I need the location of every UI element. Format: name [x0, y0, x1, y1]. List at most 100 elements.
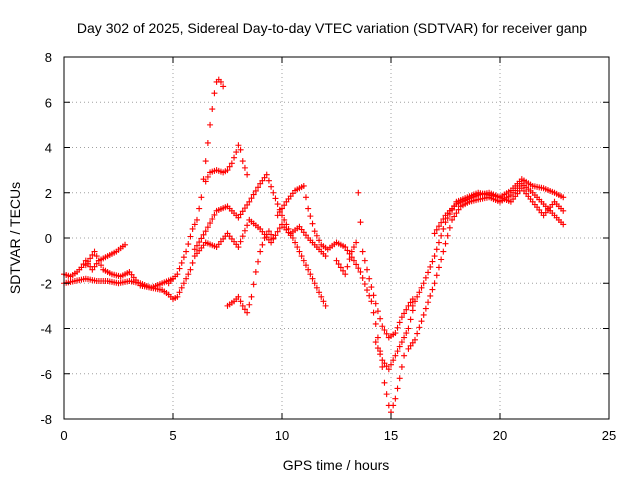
x-tick-label: 20: [493, 428, 507, 443]
data-point: [241, 227, 248, 234]
data-point: [368, 298, 375, 305]
data-point: [355, 189, 362, 196]
data-point: [309, 220, 316, 227]
data-point: [248, 195, 255, 202]
data-point: [346, 256, 353, 263]
data-point: [211, 211, 218, 218]
series-track-11: [405, 180, 567, 352]
data-point: [390, 357, 397, 364]
grid: [64, 57, 609, 419]
data-point: [187, 233, 194, 240]
series-track-7: [224, 228, 277, 316]
data-point: [307, 213, 314, 220]
data-point: [403, 330, 410, 337]
data-point: [239, 302, 246, 309]
data-point: [279, 205, 285, 212]
data-point: [451, 213, 458, 220]
data-points: [61, 76, 567, 416]
data-point: [335, 261, 342, 268]
data-point: [193, 216, 200, 223]
data-point: [374, 334, 381, 341]
x-tick-label: 5: [169, 428, 176, 443]
data-point: [392, 352, 399, 359]
data-point: [364, 287, 371, 294]
data-point: [333, 257, 340, 264]
data-point: [435, 239, 442, 246]
data-point: [178, 284, 185, 291]
data-point: [368, 284, 375, 291]
data-point: [353, 261, 360, 268]
data-point: [294, 244, 301, 251]
data-point: [191, 221, 198, 228]
data-point: [244, 222, 251, 229]
data-point: [183, 275, 190, 282]
data-point: [174, 293, 181, 300]
data-point: [427, 263, 434, 270]
data-point: [226, 163, 233, 170]
data-point: [274, 212, 281, 219]
data-point: [425, 269, 432, 276]
y-tick-label: 4: [45, 141, 52, 156]
data-point: [418, 318, 425, 325]
data-point: [296, 248, 303, 255]
data-point: [202, 158, 209, 165]
data-point: [307, 271, 314, 278]
data-point: [425, 299, 432, 306]
data-point: [265, 177, 272, 184]
data-point: [305, 266, 312, 273]
data-point: [385, 366, 392, 373]
x-tick-label: 0: [60, 428, 67, 443]
data-point: [316, 289, 323, 296]
data-point: [379, 363, 386, 370]
data-point: [322, 253, 329, 260]
data-point: [191, 246, 198, 253]
data-point: [202, 228, 209, 235]
data-point: [438, 256, 445, 263]
data-point: [344, 247, 351, 254]
data-point: [405, 325, 412, 332]
data-point: [438, 219, 445, 226]
series-track-13: [431, 185, 567, 237]
data-point: [442, 240, 449, 247]
data-point: [377, 315, 384, 322]
data-point: [392, 330, 399, 337]
data-point: [342, 271, 349, 278]
data-point: [311, 280, 318, 287]
data-point: [383, 391, 390, 398]
data-point: [311, 228, 318, 235]
data-point: [344, 263, 351, 270]
data-point: [407, 316, 414, 323]
data-point: [176, 265, 183, 272]
data-point: [392, 395, 399, 402]
data-point: [180, 280, 187, 287]
data-point: [388, 361, 394, 368]
data-point: [265, 228, 272, 235]
data-point: [261, 174, 268, 181]
data-point: [91, 248, 98, 255]
data-point: [268, 239, 275, 246]
data-point: [217, 78, 224, 85]
data-point: [235, 244, 242, 251]
data-point: [302, 262, 309, 269]
data-point: [252, 187, 259, 194]
data-point: [302, 194, 309, 201]
data-point: [84, 258, 91, 265]
data-point: [270, 189, 277, 196]
data-point: [276, 225, 283, 232]
data-point: [98, 262, 105, 269]
data-point: [292, 239, 299, 246]
data-point: [353, 239, 360, 246]
data-point: [440, 248, 447, 255]
data-point: [283, 221, 290, 228]
data-point: [398, 314, 405, 321]
data-point: [435, 264, 442, 271]
y-axis-label: SDTVAR / TECUs: [7, 182, 23, 294]
y-tick-label: 8: [45, 50, 52, 65]
x-axis-label: GPS time / hours: [283, 457, 390, 473]
data-point: [263, 171, 270, 178]
data-point: [374, 345, 381, 352]
data-point: [250, 191, 257, 198]
data-point: [239, 233, 246, 240]
y-tick-label: -8: [40, 412, 52, 427]
data-point: [204, 224, 211, 231]
